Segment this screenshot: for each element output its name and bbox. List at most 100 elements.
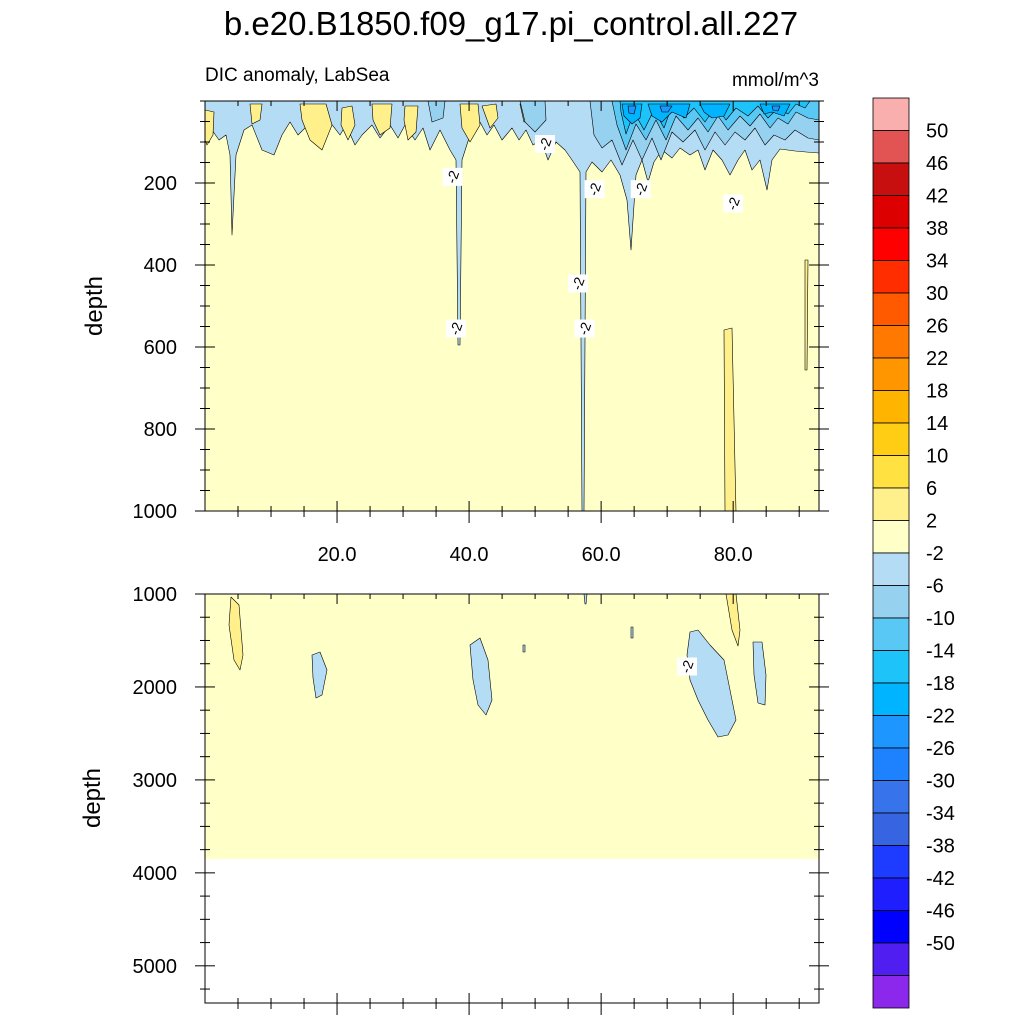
colorbar-swatch [872,97,910,131]
positive-patch [249,103,263,125]
y-tick-label: 2000 [133,677,178,699]
x-tick-label: 60.0 [582,544,621,566]
y-tick-label: 200 [144,173,177,195]
colorbar-swatch [872,650,910,684]
contour-label-box [535,135,556,154]
positive-patch [481,103,499,129]
colorbar-label: 46 [926,153,948,175]
lower-panel-frame [204,593,820,1004]
lower-axis-ticks: 1000 2000 3000 4000 5000 [133,584,829,1015]
positive-patch [403,105,419,141]
colorbar-swatch [872,455,910,489]
colorbar-label: 2 [926,511,937,533]
colorbar-swatch [872,260,910,294]
colorbar-label: 42 [926,186,948,208]
units-label: mmol/m^3 [732,70,819,91]
colorbar-swatch [872,585,910,619]
contour-label-box [574,319,595,338]
y-tick-label: 600 [144,337,177,359]
colorbar-swatch [872,162,910,196]
negative-patch [311,651,328,699]
y-tick-label: 3000 [133,770,178,792]
positive-patch [299,103,333,151]
colorbar-swatch [872,227,910,261]
lower-panel: 1000 2000 3000 4000 5000 -2 depth [79,584,829,1015]
contour-label: -2 [724,195,743,212]
y-tick-label: 800 [144,419,177,441]
colorbar-swatch [872,942,910,976]
colorbar-swatch [872,910,910,944]
deep-positive-streak [723,327,737,511]
colorbar-label: -22 [926,706,955,728]
colorbar-swatch [872,747,910,781]
colorbar-label: 26 [926,316,948,338]
colorbar-label: 14 [926,413,948,435]
colorbar-label: -46 [926,901,955,923]
y-tick-label: 1000 [133,584,178,606]
colorbar-label: -42 [926,868,955,890]
contour-label: -2 [568,275,587,292]
y-tick-label: 1000 [133,501,178,523]
positive-patch [459,103,481,143]
colorbar-swatch [872,325,910,359]
colorbar-label: -50 [926,933,955,955]
colorbar-swatch [872,130,910,164]
colorbar: 50 46 42 38 34 30 26 22 18 14 10 6 2 -2 -6 -10 -14 -18 -22… [872,97,955,1009]
negative-patch [583,594,588,605]
variable-label: DIC anomaly, LabSea [205,65,390,86]
positive-patch [205,109,215,146]
contour-label-box [630,180,651,199]
colorbar-swatch [872,195,910,229]
upper-panel-background [205,101,819,511]
colorbar-label: 22 [926,348,948,370]
colorbar-label: 6 [926,478,937,500]
contour-label: -2 [443,168,462,185]
colorbar-label: -2 [926,543,944,565]
positive-patch [725,594,741,647]
positive-patch [371,103,393,136]
upper-contour-labels: -2 -2 -2 -2 -2 -2 -2 -2 [442,135,744,338]
colorbar-label: 38 [926,218,948,240]
negative-core-band [427,101,446,123]
colorbar-label: -30 [926,771,955,793]
colorbar-swatch [872,617,910,651]
upper-y-axis-label: depth [81,276,108,336]
contour-label-box [723,194,744,213]
lower-contour-fills [205,594,819,859]
lower-contour-labels: -2 [676,657,697,676]
colorbar-swatch [872,877,910,911]
colorbar-label: 50 [926,121,948,143]
positive-patch [228,596,244,671]
colorbar-swatch [872,845,910,879]
colorbar-label: -6 [926,576,944,598]
contour-label-box [445,319,466,338]
colorbar-label: 34 [926,251,948,273]
x-tick-label: 80.0 [714,544,753,566]
colorbar-swatch [872,487,910,521]
negative-patch [469,637,493,716]
colorbar-swatch [872,975,910,1009]
deep-positive-streak [804,259,809,371]
x-tick-label: 20.0 [318,544,357,566]
colorbar-swatch [872,552,910,586]
y-tick-label: 5000 [133,956,178,978]
colorbar-label: 18 [926,381,948,403]
colorbar-label: -38 [926,836,955,858]
colorbar-label: -34 [926,803,955,825]
colorbar-label: -26 [926,738,955,760]
contour-label-box [676,657,697,676]
positive-patch [340,105,356,141]
colorbar-label: 30 [926,283,948,305]
colorbar-swatch [872,812,910,846]
upper-axis-ticks: 200 400 600 800 1000 20.0 40.0 60.0 80.0 [133,100,829,566]
colorbar-swatch [872,357,910,391]
colorbar-label: -14 [926,641,955,663]
y-tick-label: 400 [144,255,177,277]
contour-label-box [442,167,463,186]
contour-label: -2 [631,180,650,197]
contour-label: -2 [575,320,594,337]
colorbar-swatch [872,422,910,456]
contour-label-box [584,180,605,199]
